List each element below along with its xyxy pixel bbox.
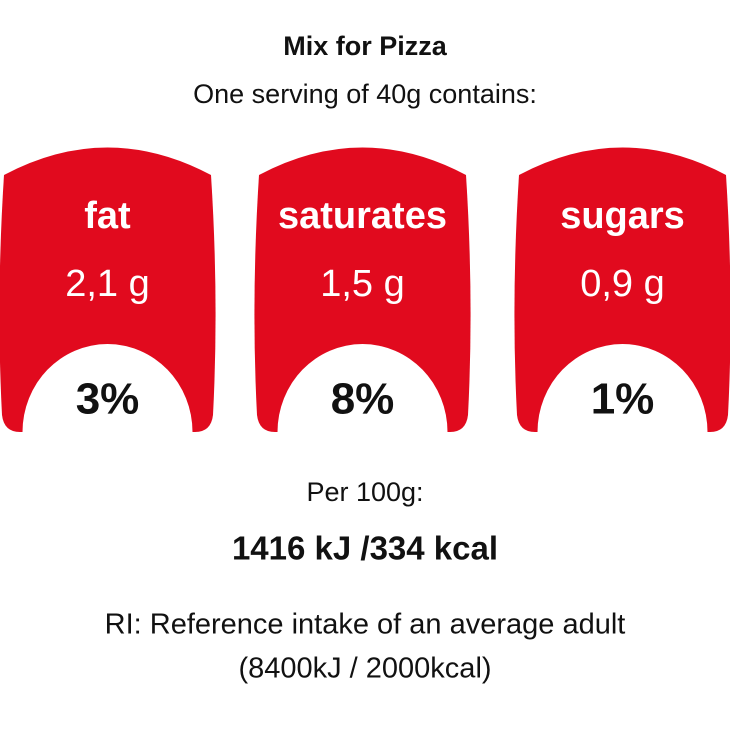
energy: 1416 kJ /334 kcal <box>232 530 498 567</box>
bottom-clear <box>0 432 225 472</box>
bottom-clear <box>505 432 730 472</box>
nutrient-amount: 0,9 g <box>580 263 665 305</box>
ri-reference: (8400kJ / 2000kcal) <box>238 653 491 685</box>
nutrient-amount: 2,1 g <box>65 263 150 305</box>
nutrient-name: fat <box>84 195 131 237</box>
red-tag <box>514 147 730 432</box>
items: fat 2,1 g 3% saturates 1,5 g 8% sugars 0,9 g 1% <box>0 147 730 520</box>
per-label: Per 100g: <box>306 477 423 507</box>
bottom-clear <box>245 432 480 472</box>
subtitle: One serving of 40g contains: <box>193 79 537 109</box>
nutrient-percent: 1% <box>591 375 655 424</box>
ri-note: RI: Reference intake of an average adult <box>105 609 626 641</box>
red-tag <box>0 147 216 432</box>
nutrient-amount: 1,5 g <box>320 263 405 305</box>
nutrient-name: sugars <box>560 195 685 237</box>
nutrient-name: saturates <box>278 195 447 237</box>
title: Mix for Pizza <box>283 31 448 61</box>
nutrient-percent: 8% <box>331 375 395 424</box>
red-tag <box>254 147 471 432</box>
nutrient-percent: 3% <box>76 375 140 424</box>
